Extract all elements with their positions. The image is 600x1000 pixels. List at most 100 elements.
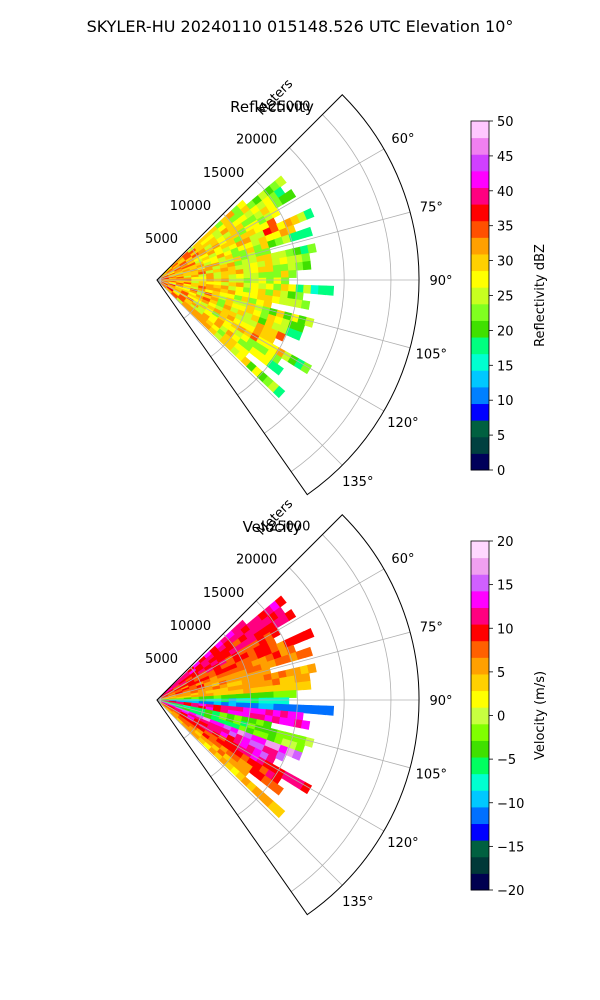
reflectivity-data-cell	[300, 300, 311, 310]
reflectivity-data-cell	[317, 285, 327, 296]
velocity-colorbar-segment	[471, 840, 489, 858]
velocity-data-cell	[310, 705, 320, 715]
reflectivity-colorbar-segment	[471, 403, 489, 421]
velocity-colorbar-segment	[471, 707, 489, 725]
velocity-data-cell	[281, 697, 290, 705]
velocity-colorbar-segment	[471, 806, 489, 825]
velocity-colorbar-tick-label: −15	[497, 840, 524, 855]
reflectivity-data-cell	[272, 363, 284, 376]
velocity-range-tick-label: 20000	[236, 553, 277, 568]
reflectivity-range-ring	[264, 147, 345, 434]
reflectivity-azimuth-line	[156, 279, 385, 412]
reflectivity-colorbar-segment	[471, 270, 489, 288]
velocity-data-cell	[301, 672, 311, 683]
velocity-range-tick-label: 5000	[145, 652, 178, 667]
reflectivity-data-cell	[265, 271, 275, 279]
reflectivity-data-cell	[291, 329, 303, 341]
reflectivity-data-cell	[271, 258, 281, 267]
reflectivity-colorbar-segment	[471, 253, 489, 272]
velocity-data-cell	[307, 663, 317, 674]
velocity-colorbar-segment	[471, 856, 489, 874]
velocity-colorbar-segment	[471, 657, 489, 675]
reflectivity-range-ring	[183, 246, 205, 319]
reflectivity-data-cell	[272, 264, 282, 273]
reflectivity-range-ring	[237, 180, 298, 396]
velocity-colorbar-segment	[471, 590, 489, 608]
velocity-data-cell	[273, 703, 282, 712]
reflectivity-data-cell	[284, 189, 297, 201]
velocity-colorbar-tick-label: 20	[497, 535, 514, 550]
reflectivity-data-cell	[274, 175, 287, 188]
reflectivity-range-tick-label: 10000	[170, 199, 211, 214]
reflectivity-data-cell	[271, 295, 281, 305]
reflectivity-colorbar-tick-label: 0	[497, 464, 505, 479]
reflectivity-azimuth-tick-label: 60°	[391, 132, 414, 147]
reflectivity-data-cell	[251, 277, 260, 284]
reflectivity-colorbar-segment	[471, 370, 489, 388]
reflectivity-data-cell	[280, 263, 289, 272]
reflectivity-data-cell	[302, 226, 313, 238]
velocity-colorbar-tick-label: −20	[497, 884, 524, 899]
velocity-data-cell	[300, 781, 313, 795]
velocity-data-cell	[236, 693, 245, 699]
reflectivity-colorbar-tick-label: 50	[497, 115, 514, 130]
velocity-data-cell	[291, 749, 303, 761]
velocity-colorbar-segment	[471, 607, 489, 625]
reflectivity-colorbar-tick-label: 25	[497, 290, 514, 305]
reflectivity-colorbar-tick-label: 45	[497, 150, 514, 165]
reflectivity-data-cell	[307, 243, 317, 254]
reflectivity-colorbar-segment	[471, 303, 489, 321]
reflectivity-data-cell	[279, 256, 289, 266]
velocity-data-cell	[265, 691, 275, 699]
reflectivity-data-cell	[258, 272, 267, 279]
velocity-data-cell	[258, 703, 267, 710]
reflectivity-data-cell	[258, 283, 267, 290]
reflectivity-data-cell	[266, 277, 275, 285]
velocity-data-cell	[273, 690, 282, 699]
velocity-data-cell	[284, 609, 297, 621]
velocity-data-cell	[236, 698, 245, 704]
velocity-azimuth-line	[156, 699, 385, 832]
reflectivity-range-tick-label: 25000	[269, 100, 310, 115]
velocity-colorbar-segment	[471, 640, 489, 658]
reflectivity-azimuth-line	[156, 279, 343, 466]
velocity-data-cell	[325, 705, 335, 716]
velocity-range-ring	[210, 633, 251, 777]
velocity-data-cell	[302, 646, 313, 658]
reflectivity-colorbar-tick-label: 20	[497, 324, 514, 339]
reflectivity-data-cell	[221, 278, 230, 283]
velocity-colorbar-tick-label: 15	[497, 579, 514, 594]
reflectivity-colorbar-tick-label: 10	[497, 394, 514, 409]
reflectivity-data-cell	[213, 275, 222, 280]
reflectivity-azimuth-line	[156, 279, 411, 349]
velocity-data-cell	[317, 705, 327, 716]
reflectivity-azimuth-tick-label: 105°	[416, 348, 447, 363]
reflectivity-colorbar-label: Reflectivity dBZ	[533, 244, 548, 347]
velocity-data-cell	[286, 675, 296, 685]
reflectivity-azimuth-line	[156, 148, 385, 281]
reflectivity-data-cell	[300, 361, 313, 375]
velocity-colorbar-segment	[471, 823, 489, 841]
velocity-range-ring	[264, 567, 345, 854]
reflectivity-colorbar-segment	[471, 353, 489, 371]
reflectivity-data-cell	[287, 262, 297, 272]
reflectivity-range-tick-label: 20000	[236, 133, 277, 148]
reflectivity-colorbar-segment	[471, 187, 489, 205]
reflectivity-colorbar-tick-label: 5	[497, 429, 505, 444]
velocity-azimuth-tick-label: 105°	[416, 768, 447, 783]
velocity-data-cell	[221, 694, 230, 700]
reflectivity-data-cell	[281, 277, 290, 285]
velocity-range-tick-label: 15000	[203, 586, 244, 601]
reflectivity-colorbar-segment	[471, 320, 489, 338]
velocity-data-cell	[271, 678, 281, 687]
reflectivity-azimuth-tick-label: 120°	[387, 416, 418, 431]
reflectivity-colorbar-segment	[471, 121, 489, 139]
velocity-colorbar-tick-label: −10	[497, 797, 524, 812]
reflectivity-range-tick-label: 5000	[145, 232, 178, 247]
velocity-data-cell	[266, 697, 275, 705]
velocity-azimuth-line	[156, 699, 343, 886]
reflectivity-colorbar-segment	[471, 420, 489, 438]
reflectivity-azimuth-tick-label: 135°	[342, 475, 373, 490]
reflectivity-colorbar-tick-label: 35	[497, 220, 514, 235]
reflectivity-data-cell	[273, 270, 282, 279]
